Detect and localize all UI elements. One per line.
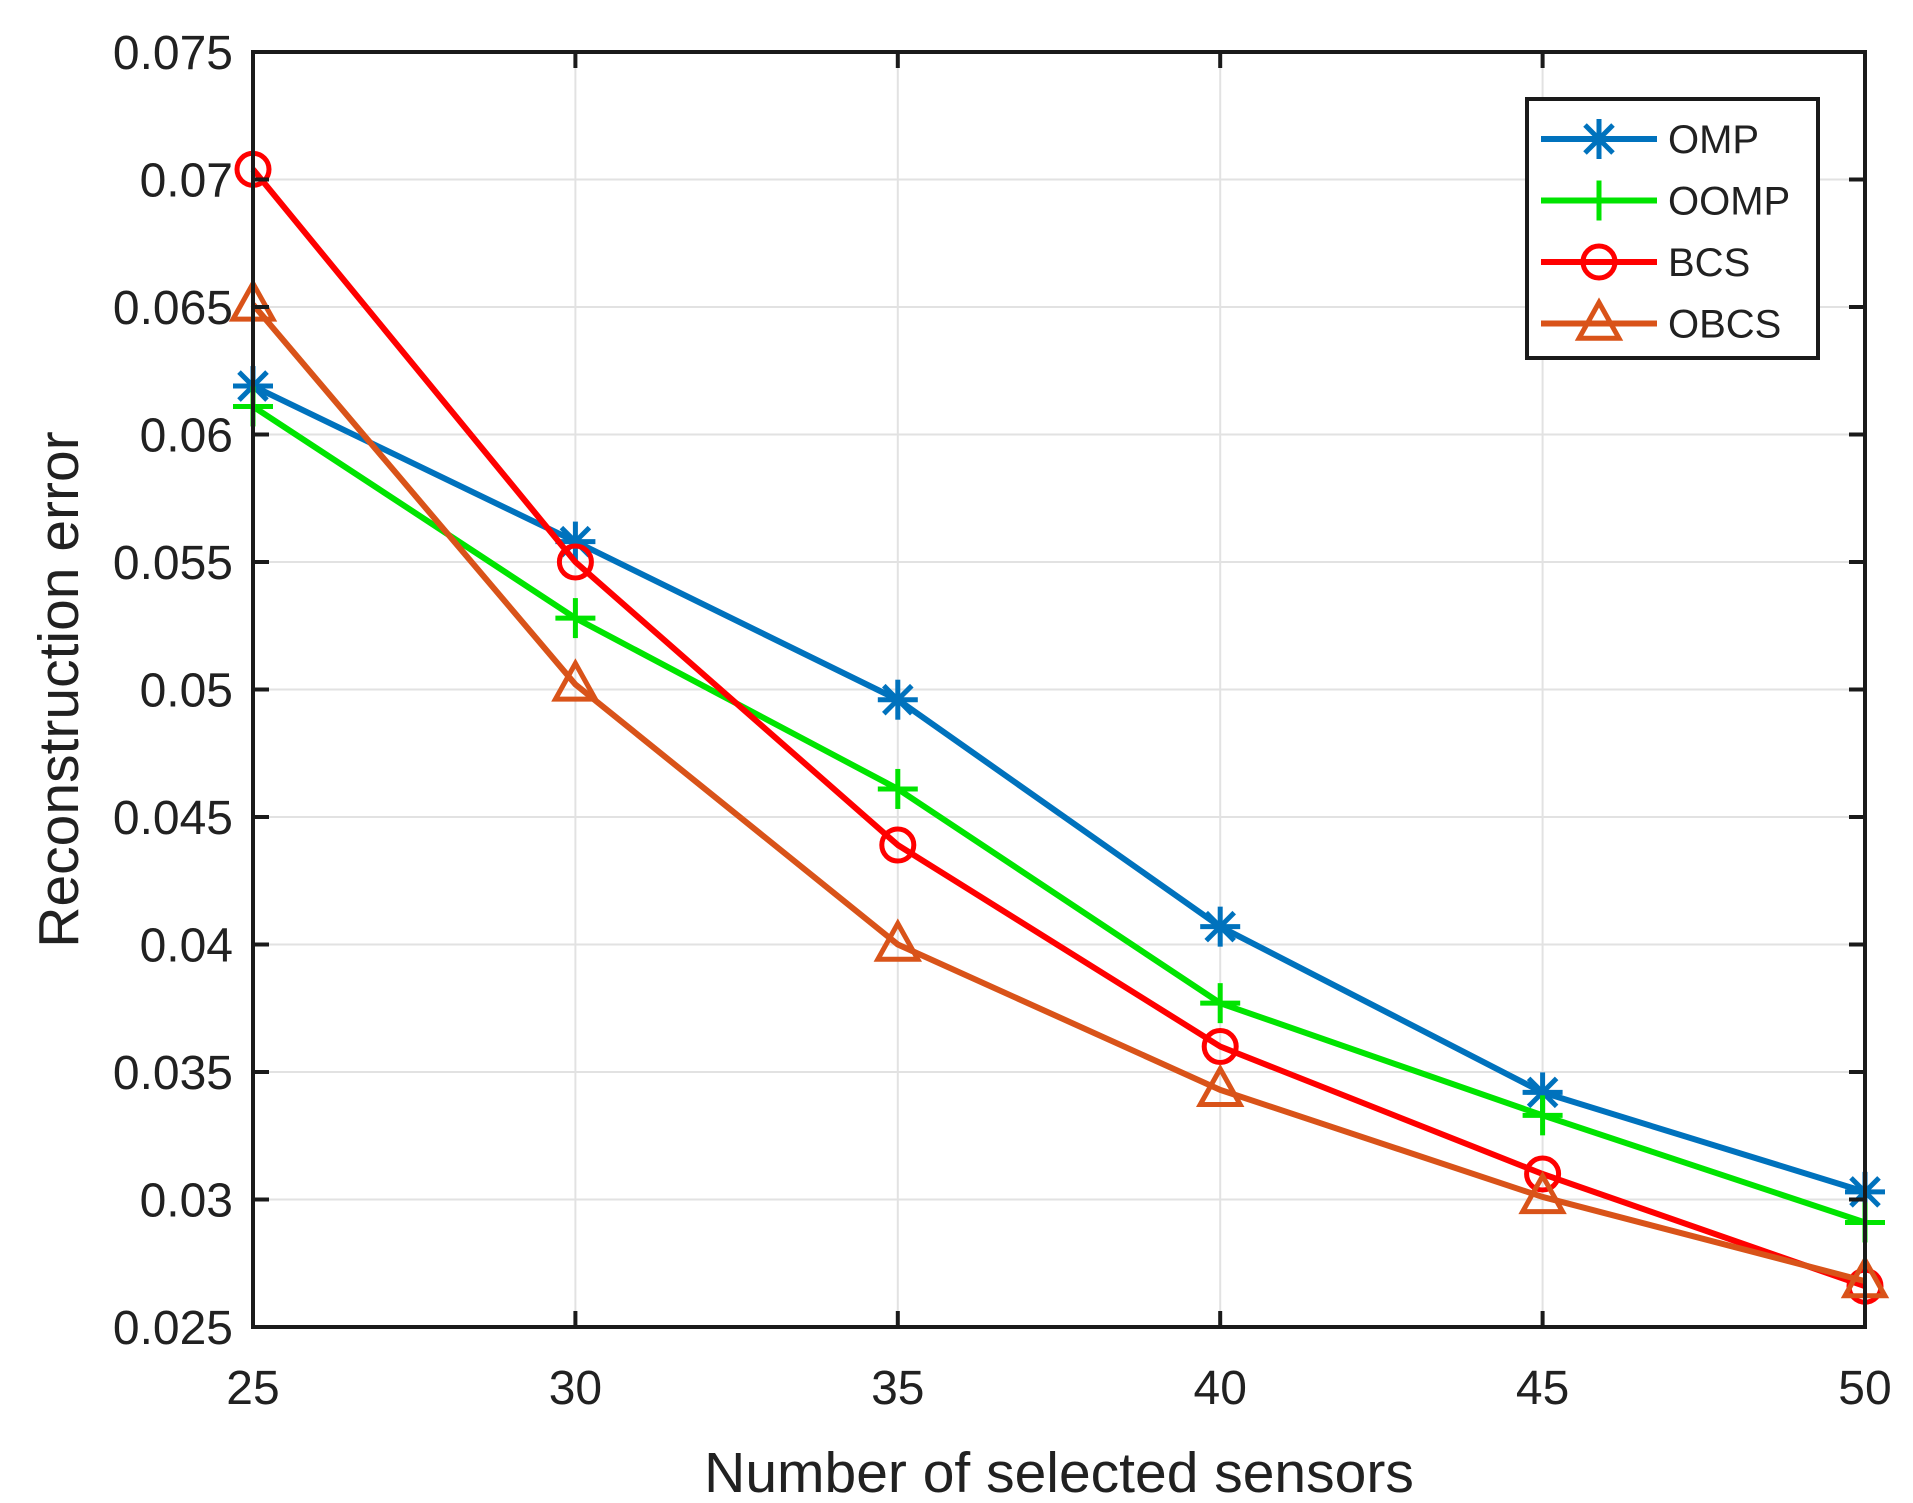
series-OBCS <box>228 278 1890 1299</box>
legend-item-OOMP: OOMP <box>1541 180 1790 224</box>
legend: OMP OOMP BCS OBCS <box>1525 97 1820 360</box>
asterisk-marker-icon <box>1200 906 1241 947</box>
triangle-marker-icon <box>551 658 600 702</box>
axis-box <box>251 50 1867 1329</box>
x-tick-label: 25 <box>226 1362 279 1415</box>
asterisk-marker-icon <box>1579 119 1619 159</box>
y-tick-label: 0.055 <box>113 537 233 590</box>
asterisk-marker-icon <box>877 679 918 720</box>
legend-item-BCS: BCS <box>1541 241 1750 285</box>
series-line-OBCS <box>250 302 1866 1285</box>
tick-labels: 25 30 35 40 45 50 0.025 0.03 0.035 0.04 0.045 0.05 0… <box>113 27 1892 1415</box>
plus-marker-icon <box>877 768 918 809</box>
y-tick-label: 0.03 <box>140 1175 233 1228</box>
legend-item-OBCS: OBCS <box>1541 297 1781 347</box>
plus-marker-icon <box>555 598 596 639</box>
legend-label: OBCS <box>1668 303 1781 347</box>
y-tick-label: 0.035 <box>113 1047 233 1100</box>
legend-label: BCS <box>1668 241 1750 285</box>
x-axis-label: Number of selected sensors <box>704 1441 1414 1503</box>
triangle-marker-icon <box>1195 1063 1245 1108</box>
y-tick-label: 0.05 <box>140 665 233 718</box>
x-tick-label: 35 <box>871 1362 924 1415</box>
legend-label: OMP <box>1668 118 1759 162</box>
y-axis-label: Reconstruction error <box>27 431 91 947</box>
plus-marker-icon <box>1579 180 1619 221</box>
circle-marker-icon <box>1580 243 1618 281</box>
y-tick-label: 0.07 <box>140 155 233 208</box>
triangle-marker-icon <box>1574 297 1624 341</box>
series-line-OMP <box>251 383 1866 1195</box>
triangle-marker-icon <box>873 918 923 962</box>
y-tick-label: 0.075 <box>113 27 233 80</box>
y-tick-label: 0.045 <box>113 792 233 845</box>
legend-box <box>1525 97 1820 360</box>
x-tick-label: 40 <box>1194 1362 1247 1415</box>
y-tick-label: 0.04 <box>140 920 233 973</box>
circle-marker-icon <box>1524 1155 1562 1193</box>
circle-marker-icon <box>879 826 917 864</box>
line <box>1526 1076 1559 1109</box>
y-tick-label: 0.025 <box>113 1302 233 1355</box>
x-tick-label: 45 <box>1516 1362 1569 1415</box>
series-line-OOMP <box>251 403 1866 1226</box>
y-tick-label: 0.065 <box>113 282 233 335</box>
x-tick-label: 30 <box>549 1362 602 1415</box>
triangle-marker-icon <box>1518 1170 1567 1215</box>
line <box>1204 910 1236 943</box>
legend-item-OMP: OMP <box>1541 118 1759 162</box>
plus-marker-icon <box>1200 983 1241 1024</box>
series-line-BCS <box>250 167 1866 1290</box>
line <box>882 683 914 716</box>
line <box>1583 123 1615 155</box>
plus-marker-icon <box>1522 1095 1563 1136</box>
x-tick-label: 50 <box>1838 1362 1891 1415</box>
circle-marker-icon <box>1201 1028 1239 1065</box>
series-OOMP <box>233 386 1885 1243</box>
legend-label: OOMP <box>1668 180 1790 224</box>
y-tick-label: 0.06 <box>140 410 233 463</box>
circle-marker-icon <box>556 543 594 581</box>
